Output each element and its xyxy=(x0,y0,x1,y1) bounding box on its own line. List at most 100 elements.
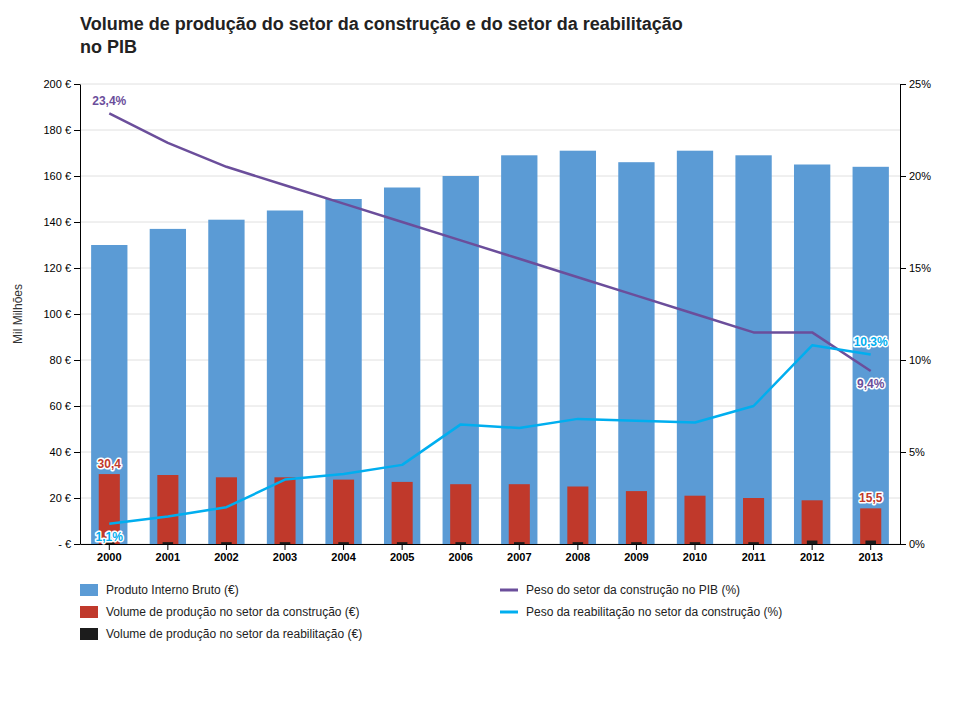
tick-label: 2010 xyxy=(683,551,707,563)
tick: 120 € xyxy=(43,262,80,274)
line xyxy=(109,345,870,523)
tick: 2004 xyxy=(331,544,356,563)
bar xyxy=(735,155,771,544)
data-label: 9,4% xyxy=(857,377,885,391)
tick: 2007 xyxy=(507,544,531,563)
tick-mark xyxy=(695,544,696,550)
tick-mark xyxy=(74,544,80,545)
grid-line xyxy=(80,176,900,177)
tick-mark xyxy=(636,544,637,550)
legend-swatch xyxy=(500,589,518,592)
bar xyxy=(450,484,471,544)
bar-series xyxy=(104,541,876,544)
plot-area: 2000200120022003200420052006200720082009… xyxy=(43,78,931,563)
bar xyxy=(333,480,354,544)
bar xyxy=(325,199,361,544)
tick: 15% xyxy=(900,262,931,274)
tick-mark xyxy=(74,452,80,453)
tick-mark xyxy=(900,452,906,453)
legend-swatch xyxy=(80,628,98,640)
data-labels: 30,415,523,4%9,4%1,1%10,3% xyxy=(92,94,888,543)
tick-mark xyxy=(900,268,906,269)
tick: - € xyxy=(58,538,80,550)
legend-item: Volume de produção no setor da reabilita… xyxy=(80,627,362,641)
tick-label: 25% xyxy=(909,78,931,90)
tick: 2010 xyxy=(683,544,707,563)
bar xyxy=(560,151,596,544)
tick: 2002 xyxy=(214,544,238,563)
tick-label: 2002 xyxy=(214,551,238,563)
tick-label: - € xyxy=(58,538,71,550)
bar xyxy=(860,508,881,544)
bar xyxy=(274,477,295,544)
bar xyxy=(392,482,413,544)
tick-label: 2000 xyxy=(97,551,121,563)
legend-label: Produto Interno Bruto (€) xyxy=(106,583,239,597)
legend-label: Volume de produção no setor da construçã… xyxy=(106,605,360,619)
grid xyxy=(80,84,900,544)
y2-axis: 0%5%10%15%20%25% xyxy=(900,78,931,550)
tick-mark xyxy=(109,544,110,550)
tick-mark xyxy=(74,268,80,269)
axis-line xyxy=(900,85,901,545)
tick-label: 60 € xyxy=(50,400,71,412)
grid-line xyxy=(80,268,900,269)
bar xyxy=(748,542,759,544)
tick-mark xyxy=(285,544,286,550)
bar xyxy=(573,542,584,544)
tick-label: 2007 xyxy=(507,551,531,563)
tick-label: 20 € xyxy=(50,492,71,504)
tick-mark xyxy=(226,544,227,550)
legend: Produto Interno Bruto (€) Volume de produ… xyxy=(80,583,782,641)
tick: 2008 xyxy=(566,544,590,563)
legend-item: Volume de produção no setor da construçã… xyxy=(80,605,360,619)
axis-line xyxy=(81,544,901,545)
chart-svg: Volume de produção do setor da construçã… xyxy=(0,0,960,714)
tick-mark xyxy=(74,176,80,177)
tick-mark xyxy=(900,544,906,545)
bar xyxy=(626,491,647,544)
axis-line xyxy=(80,85,81,545)
legend-item: Peso da reabilitação no setor da constru… xyxy=(500,605,782,619)
bar xyxy=(150,229,186,544)
bar xyxy=(807,541,818,544)
tick: 2001 xyxy=(156,544,180,563)
tick-label: 10% xyxy=(909,354,931,366)
bar xyxy=(221,542,232,544)
bar xyxy=(397,542,408,544)
tick-mark xyxy=(900,84,906,85)
tick-label: 140 € xyxy=(43,216,71,228)
tick-mark xyxy=(343,544,344,550)
bar xyxy=(618,162,654,544)
tick-label: 120 € xyxy=(43,262,71,274)
tick-label: 160 € xyxy=(43,170,71,182)
tick-label: 2013 xyxy=(858,551,882,563)
bar xyxy=(802,500,823,544)
bar xyxy=(509,484,530,544)
tick: 2012 xyxy=(800,544,824,563)
tick-label: 2004 xyxy=(331,551,356,563)
grid-line xyxy=(80,452,900,453)
tick: 200 € xyxy=(43,78,80,90)
legend-item: Produto Interno Bruto (€) xyxy=(80,583,239,597)
tick-label: 200 € xyxy=(43,78,71,90)
tick: 40 € xyxy=(50,446,80,458)
title-line: no PIB xyxy=(80,37,137,57)
tick-label: 2003 xyxy=(273,551,297,563)
bar xyxy=(690,542,701,544)
tick-label: 2006 xyxy=(448,551,472,563)
grid-line xyxy=(80,222,900,223)
tick: 25% xyxy=(900,78,931,90)
tick: 140 € xyxy=(43,216,80,228)
tick-mark xyxy=(167,544,168,550)
tick-label: 2005 xyxy=(390,551,414,563)
bar xyxy=(684,496,705,544)
legend-swatch xyxy=(80,584,98,596)
tick-mark xyxy=(900,360,906,361)
tick: 2011 xyxy=(742,544,766,563)
tick-mark xyxy=(74,130,80,131)
bar xyxy=(157,475,178,544)
bar xyxy=(208,220,244,544)
grid-line xyxy=(80,314,900,315)
grid-line xyxy=(80,130,900,131)
